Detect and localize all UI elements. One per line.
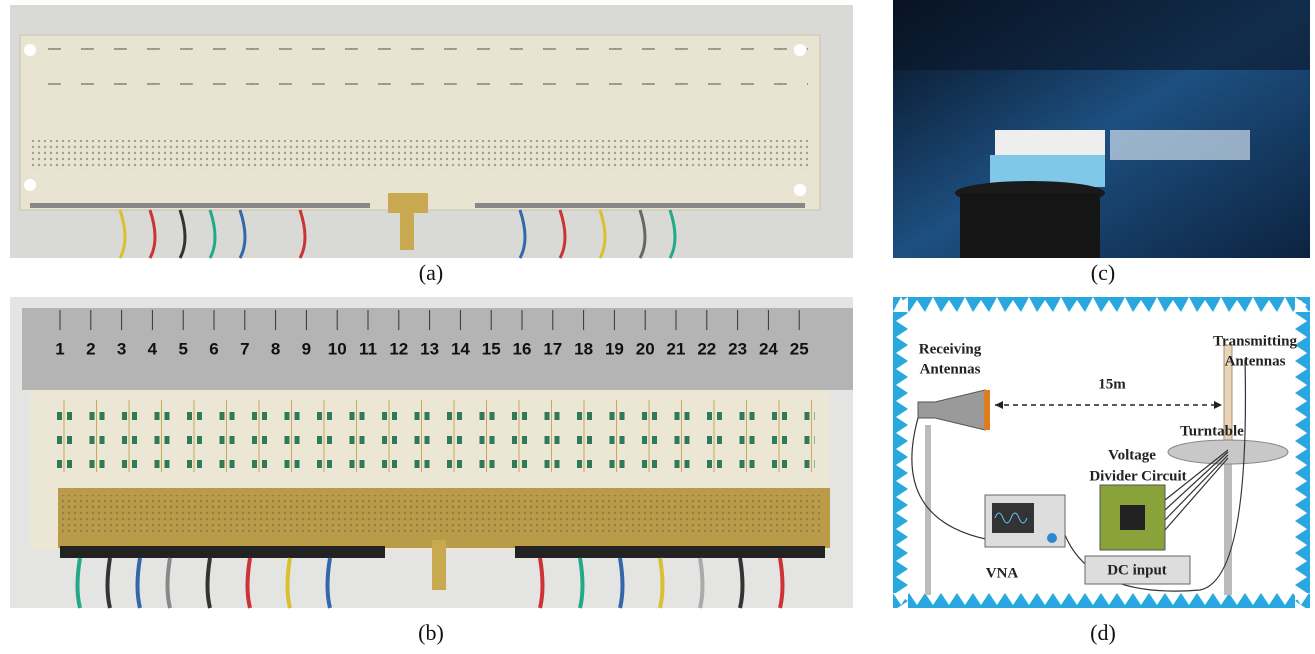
diagram-label: Voltage xyxy=(1108,447,1156,463)
ruler-number: 8 xyxy=(271,339,280,358)
photo-c xyxy=(893,0,1310,258)
panel-label: (a) xyxy=(419,260,443,285)
diagram-label: 15m xyxy=(1098,376,1126,392)
ruler-number: 9 xyxy=(302,339,311,358)
diagram-label: VNA xyxy=(986,565,1019,581)
panel-label: (d) xyxy=(1090,620,1116,645)
ruler-number: 10 xyxy=(328,339,347,358)
diagram-label: Turntable xyxy=(1180,423,1244,439)
ruler-number: 22 xyxy=(697,339,716,358)
ruler-number: 11 xyxy=(359,339,377,358)
ruler-number: 23 xyxy=(728,339,747,358)
figure: (a) 123456789101112131415161718192021222… xyxy=(0,0,1315,654)
ruler-number: 4 xyxy=(148,339,158,358)
panel-label: (b) xyxy=(418,620,444,645)
ruler-number: 19 xyxy=(605,339,624,358)
ruler-number: 1 xyxy=(55,339,64,358)
diagram-label: Transmitting xyxy=(1213,333,1297,349)
ruler-number: 14 xyxy=(451,339,470,358)
ruler-number: 7 xyxy=(240,339,249,358)
ruler-number: 12 xyxy=(389,339,408,358)
ruler-number: 3 xyxy=(117,339,126,358)
diagram-label: Divider Circuit xyxy=(1089,468,1186,484)
ruler-number: 25 xyxy=(790,339,809,358)
ruler-number: 16 xyxy=(513,339,532,358)
diagram-label: Antennas xyxy=(1225,353,1286,369)
ruler-number: 5 xyxy=(178,339,187,358)
ruler-number: 17 xyxy=(543,339,562,358)
ruler-number: 15 xyxy=(482,339,501,358)
ruler-number: 13 xyxy=(420,339,439,358)
ruler-number: 6 xyxy=(209,339,218,358)
ruler-number: 20 xyxy=(636,339,655,358)
diagram-label: Receiving xyxy=(919,341,982,357)
ruler-number: 24 xyxy=(759,339,778,358)
diagram-label: Antennas xyxy=(920,361,981,377)
ruler-number: 18 xyxy=(574,339,593,358)
ruler-number: 2 xyxy=(86,339,95,358)
photo-a xyxy=(10,5,853,258)
diagram-d: Receiving Antennas Transmitting Antennas… xyxy=(893,297,1315,617)
panel-label: (c) xyxy=(1091,260,1115,285)
diagram-label: DC input xyxy=(1107,562,1167,578)
ruler-number: 21 xyxy=(667,339,686,358)
